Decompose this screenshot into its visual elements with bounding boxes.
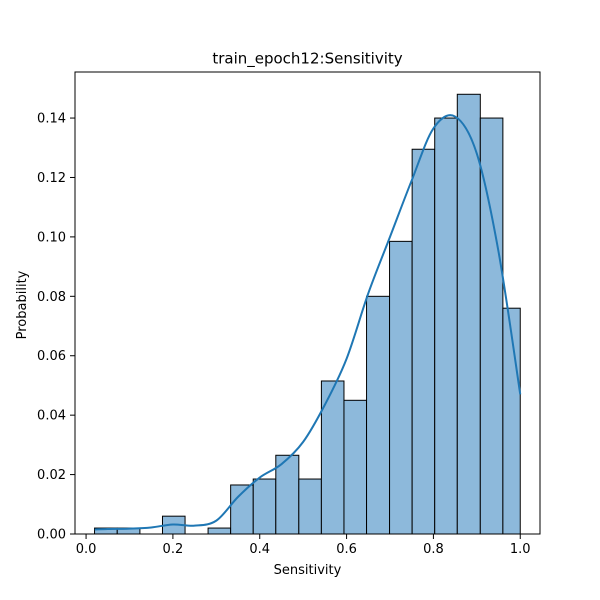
- y-tick-label: 0.04: [37, 409, 66, 424]
- plot-frame: [74, 71, 541, 535]
- y-tick-label: 0.02: [37, 468, 66, 483]
- y-axis: 0.00 0.02 0.04 0.06 0.08 0.10 0.12 0.14: [37, 112, 75, 543]
- x-tick-label: 0.0: [76, 542, 97, 557]
- y-tick-label: 0.14: [37, 112, 66, 127]
- histogram-bar: [456, 93, 481, 535]
- histogram-bar: [411, 148, 436, 535]
- x-tick-label: 0.8: [423, 542, 444, 557]
- y-tick-label: 0.00: [37, 528, 66, 543]
- histogram-bar: [298, 478, 322, 535]
- x-tick-label: 0.4: [249, 542, 270, 557]
- x-axis: 0.0 0.2 0.4 0.6 0.8 1.0: [76, 534, 531, 557]
- y-tick-label: 0.06: [37, 349, 66, 364]
- x-tick-label: 0.6: [336, 542, 357, 557]
- x-tick-label: 0.2: [163, 542, 184, 557]
- histogram-bar: [343, 399, 368, 535]
- histogram-bar: [252, 478, 277, 535]
- x-tick-label: 1.0: [510, 542, 531, 557]
- y-tick-label: 0.08: [37, 290, 66, 305]
- y-tick-label: 0.12: [37, 171, 66, 186]
- chart-title: train_epoch12:Sensitivity: [212, 50, 402, 69]
- x-axis-label: Sensitivity: [274, 563, 342, 578]
- histogram-bar: [389, 240, 413, 535]
- histogram-bar: [502, 307, 521, 535]
- histogram-bar: [207, 527, 232, 535]
- histogram-bars: [94, 93, 521, 535]
- histogram-bar: [366, 295, 391, 535]
- histogram-bar: [434, 117, 458, 535]
- y-axis-label: Probability: [15, 270, 30, 339]
- histogram-bar: [275, 454, 300, 535]
- y-tick-label: 0.10: [37, 230, 66, 245]
- kde-curve: [94, 114, 522, 531]
